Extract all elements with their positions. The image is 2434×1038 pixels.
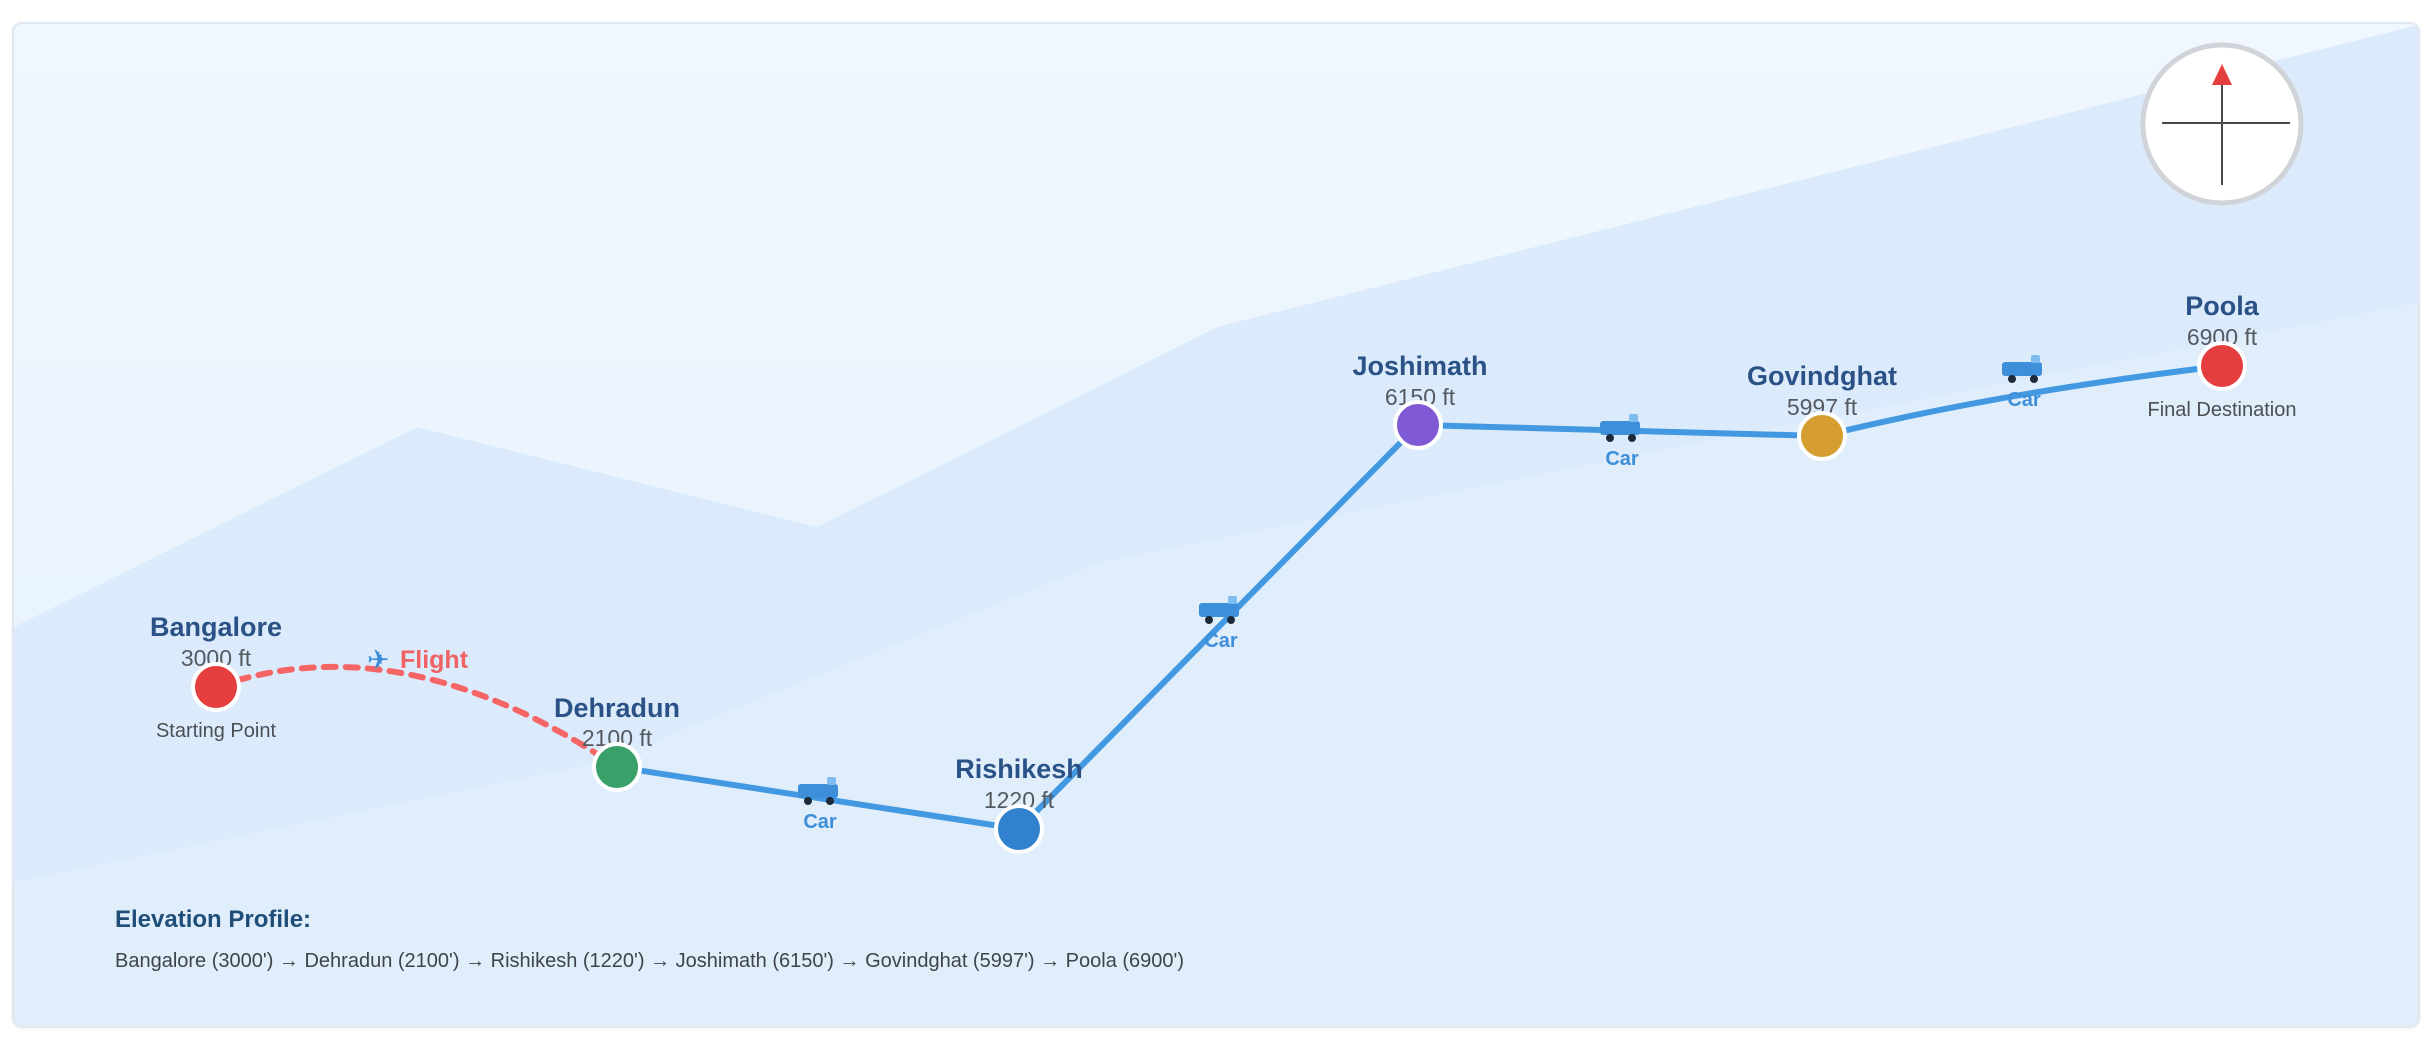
location-rishikesh[interactable]: Rishikesh 1220 ft (955, 754, 1083, 854)
north-arrow-icon (2212, 64, 2232, 85)
car-leg-2: Car (1199, 596, 1239, 652)
car-icon (798, 777, 838, 805)
car-leg-3: Car (1600, 414, 1640, 470)
car-leg-4: Car (2002, 355, 2042, 411)
flight-mode-label: Flight (400, 646, 469, 674)
location-name: Poola (2185, 291, 2259, 321)
location-name: Joshimath (1352, 351, 1487, 381)
location-joshimath[interactable]: Joshimath 6150 ft (1352, 351, 1488, 450)
location-govindghat[interactable]: Govindghat 5997 ft (1747, 361, 1897, 461)
location-bangalore[interactable]: Bangalore 3000 ft Starting Point (150, 612, 282, 742)
car-leg-1: Car (798, 777, 838, 833)
location-note: Starting Point (156, 720, 277, 742)
elevation-profile-text: Bangalore (3000') → Dehradun (2100') → R… (115, 950, 1185, 972)
car-mode-label: Car (803, 811, 837, 833)
location-name: Rishikesh (955, 754, 1083, 784)
location-dehradun[interactable]: Dehradun 2100 ft (554, 693, 680, 792)
location-marker[interactable] (994, 804, 1044, 854)
flight-route-line (213, 663, 620, 770)
location-marker[interactable] (1797, 411, 1847, 461)
car-route-govindghat-poola (1819, 363, 2225, 439)
car-mode-label: Car (1605, 448, 1639, 470)
location-marker[interactable] (592, 742, 642, 792)
car-icon (1199, 596, 1239, 624)
route-diagram: ✈ Flight Car Car (14, 25, 2418, 1026)
location-name: Bangalore (150, 612, 282, 642)
location-poola[interactable]: Poola 6900 ft Final Destination (2148, 291, 2297, 421)
car-icon (1600, 414, 1640, 442)
airplane-icon: ✈ (367, 645, 390, 675)
elevation-profile-title: Elevation Profile: (115, 906, 312, 933)
flight-leg-label: ✈ Flight (367, 645, 469, 675)
location-marker[interactable] (1393, 400, 1443, 450)
location-note: Final Destination (2148, 399, 2297, 421)
location-marker[interactable] (191, 662, 241, 712)
car-mode-label: Car (2007, 389, 2041, 411)
location-marker[interactable] (2197, 341, 2247, 391)
compass-icon (2140, 42, 2304, 206)
car-mode-label: Car (1204, 630, 1238, 652)
location-name: Govindghat (1747, 361, 1897, 391)
car-route-rishikesh-joshimath (1016, 422, 1421, 832)
route-map-panel: ✈ Flight Car Car (12, 22, 2420, 1028)
car-icon (2002, 355, 2042, 383)
mountain-silhouette-front (14, 302, 2418, 1026)
location-name: Dehradun (554, 693, 680, 723)
